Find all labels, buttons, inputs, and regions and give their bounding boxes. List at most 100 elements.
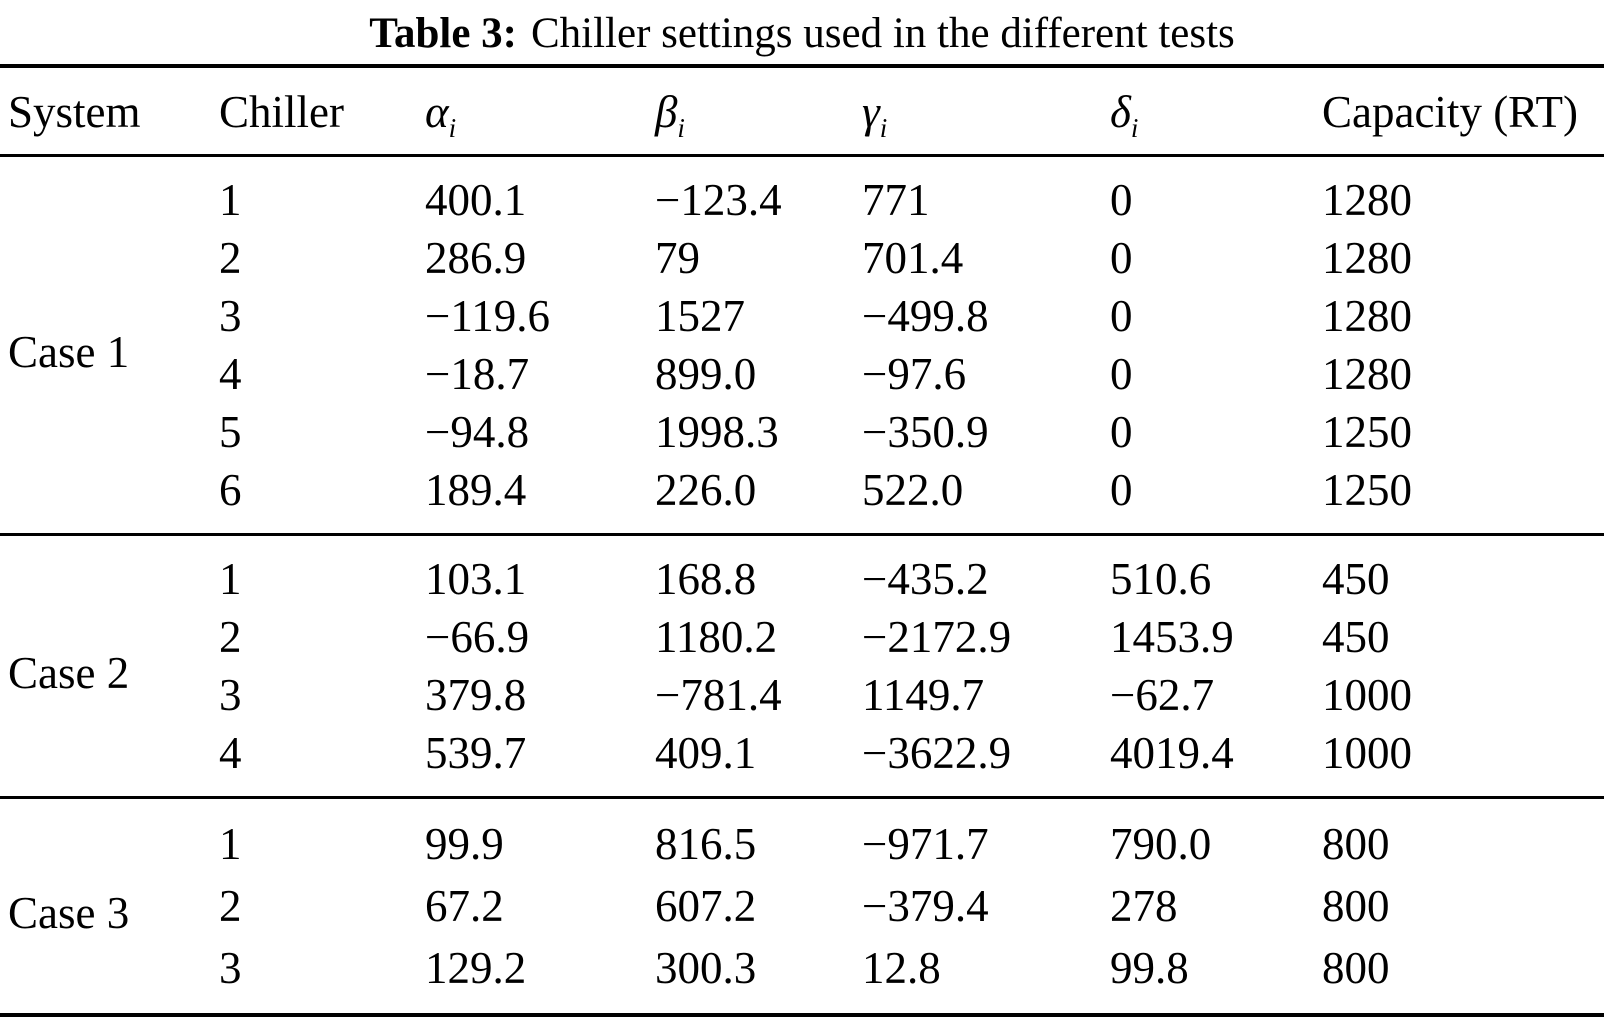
cell-delta: 278	[1110, 881, 1178, 931]
header-row: System Chiller αi βi γi δi Capacity (RT)	[0, 66, 1604, 156]
cell-capacity: 1280	[1322, 291, 1412, 341]
cell-gamma: −2172.9	[862, 612, 1012, 662]
cell-beta: 816.5	[655, 819, 757, 869]
cell-delta: 0	[1110, 175, 1133, 225]
beta-subscript: i	[677, 113, 685, 143]
cell-alpha: −66.9	[425, 612, 530, 662]
column-header-system: System	[8, 87, 141, 137]
table-row: 2 286.9 79 701.4 0 1280	[0, 229, 1604, 287]
table-row: 3 379.8 −781.4 1149.7 −62.7 1000	[0, 666, 1604, 724]
chiller-settings-table: System Chiller αi βi γi δi Capacity (RT)…	[0, 64, 1604, 1017]
cell-beta: 300.3	[655, 943, 757, 993]
cell-alpha: 400.1	[425, 175, 527, 225]
cell-beta: 168.8	[655, 554, 757, 604]
cell-alpha: 379.8	[425, 670, 527, 720]
cell-chiller: 1	[219, 819, 242, 869]
cell-delta: 99.8	[1110, 943, 1189, 993]
cell-delta: 510.6	[1110, 554, 1212, 604]
cell-delta: 0	[1110, 233, 1133, 283]
cell-chiller: 3	[219, 943, 242, 993]
cell-chiller: 1	[219, 175, 242, 225]
table-row: 3 −119.6 1527 −499.8 0 1280	[0, 287, 1604, 345]
cell-alpha: −119.6	[425, 291, 550, 341]
table-row: 5 −94.8 1998.3 −350.9 0 1250	[0, 403, 1604, 461]
cell-chiller: 2	[219, 233, 242, 283]
cell-gamma: 1149.7	[862, 670, 985, 720]
cell-capacity: 1280	[1322, 349, 1412, 399]
case-3-section: Case 3 1 99.9 816.5 −971.7 790.0 800 2 6…	[0, 797, 1604, 1016]
alpha-subscript: i	[448, 113, 457, 143]
cell-gamma: 12.8	[862, 943, 941, 993]
cell-gamma: −435.2	[862, 554, 989, 604]
cell-delta: 0	[1110, 465, 1133, 515]
cell-chiller: 3	[219, 291, 242, 341]
cell-capacity: 800	[1322, 943, 1390, 993]
cell-delta: 1453.9	[1110, 612, 1234, 662]
cell-gamma: −97.6	[862, 349, 967, 399]
cell-gamma: −3622.9	[862, 728, 1012, 778]
cell-gamma: 522.0	[862, 465, 964, 515]
column-header-beta: βi	[655, 66, 862, 156]
cell-alpha: −18.7	[425, 349, 530, 399]
cell-chiller: 1	[219, 554, 242, 604]
cell-alpha: 99.9	[425, 819, 504, 869]
delta-symbol: δ	[1110, 87, 1131, 137]
table-row: Case 1 1 400.1 −123.4 771 0 1280	[0, 156, 1604, 377]
cell-beta: 899.0	[655, 349, 757, 399]
table-caption-label: Table 3:	[369, 10, 517, 57]
cell-alpha: 103.1	[425, 554, 527, 604]
cell-delta: 4019.4	[1110, 728, 1234, 778]
system-label-case-1: Case 1	[8, 327, 130, 377]
cell-delta: 790.0	[1110, 819, 1212, 869]
case-2-section: Case 2 1 103.1 168.8 −435.2 510.6 450 2 …	[0, 534, 1604, 798]
cell-capacity: 1280	[1322, 233, 1412, 283]
cell-capacity: 450	[1322, 612, 1390, 662]
cell-capacity: 450	[1322, 554, 1390, 604]
cell-gamma: −499.8	[862, 291, 989, 341]
cell-gamma: 771	[862, 175, 930, 225]
cell-gamma: −379.4	[862, 881, 989, 931]
table-row: 3 129.2 300.3 12.8 99.8 800	[0, 937, 1604, 1015]
table-row: 6 189.4 226.0 522.0 0 1250	[0, 461, 1604, 535]
column-header-alpha: αi	[425, 66, 655, 156]
table-row: Case 3 1 99.9 816.5 −971.7 790.0 800	[0, 798, 1604, 938]
cell-chiller: 3	[219, 670, 242, 720]
cell-capacity: 1250	[1322, 407, 1412, 457]
cell-capacity: 800	[1322, 819, 1390, 869]
cell-beta: 79	[655, 233, 700, 283]
beta-symbol: β	[655, 87, 678, 137]
column-header-chiller: Chiller	[219, 87, 344, 137]
cell-delta: 0	[1110, 349, 1133, 399]
cell-alpha: 539.7	[425, 728, 527, 778]
cell-alpha: 286.9	[425, 233, 527, 283]
column-header-capacity: Capacity (RT)	[1322, 87, 1578, 137]
cell-gamma: 701.4	[862, 233, 964, 283]
cell-beta: −781.4	[655, 670, 782, 720]
cell-delta: 0	[1110, 407, 1133, 457]
cell-capacity: 800	[1322, 881, 1390, 931]
cell-capacity: 1000	[1322, 670, 1412, 720]
cell-chiller: 5	[219, 407, 242, 457]
cell-chiller: 6	[219, 465, 242, 515]
table-header: System Chiller αi βi γi δi Capacity (RT)	[0, 66, 1604, 156]
cell-beta: 1527	[655, 291, 745, 341]
case-1-section: Case 1 1 400.1 −123.4 771 0 1280 2 286.9…	[0, 155, 1604, 535]
cell-beta: 1180.2	[655, 612, 778, 662]
gamma-symbol: γ	[862, 87, 880, 137]
cell-beta: −123.4	[655, 175, 782, 225]
cell-capacity: 1000	[1322, 728, 1412, 778]
cell-chiller: 2	[219, 612, 242, 662]
table-row: 4 −18.7 899.0 −97.6 0 1280	[0, 345, 1604, 403]
cell-capacity: 1250	[1322, 465, 1412, 515]
cell-beta: 226.0	[655, 465, 757, 515]
table-row: 2 67.2 607.2 −379.4 278 800	[0, 875, 1604, 937]
cell-chiller: 4	[219, 728, 242, 778]
delta-subscript: i	[1130, 113, 1139, 143]
system-label-case-3: Case 3	[8, 888, 130, 938]
gamma-subscript: i	[879, 113, 888, 143]
table-caption: Table 3: Chiller settings used in the dif…	[0, 0, 1604, 64]
table-row: Case 2 1 103.1 168.8 −435.2 510.6 450	[0, 535, 1604, 698]
cell-beta: 409.1	[655, 728, 757, 778]
table-row: 2 −66.9 1180.2 −2172.9 1453.9 450	[0, 608, 1604, 666]
